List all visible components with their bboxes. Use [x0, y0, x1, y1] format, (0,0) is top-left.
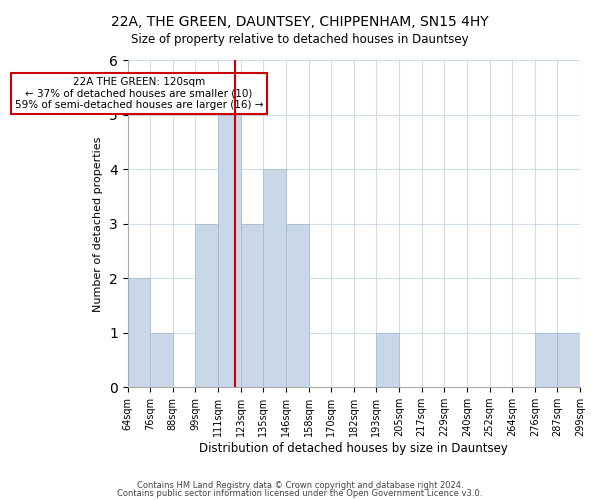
Bar — [535, 333, 557, 387]
Bar — [150, 333, 173, 387]
Y-axis label: Number of detached properties: Number of detached properties — [94, 136, 103, 312]
Text: Contains public sector information licensed under the Open Government Licence v3: Contains public sector information licen… — [118, 488, 482, 498]
Bar — [128, 278, 150, 387]
Bar — [557, 333, 580, 387]
Text: Contains HM Land Registry data © Crown copyright and database right 2024.: Contains HM Land Registry data © Crown c… — [137, 481, 463, 490]
Text: 22A, THE GREEN, DAUNTSEY, CHIPPENHAM, SN15 4HY: 22A, THE GREEN, DAUNTSEY, CHIPPENHAM, SN… — [111, 15, 489, 29]
Bar — [218, 115, 241, 387]
Bar — [286, 224, 308, 387]
X-axis label: Distribution of detached houses by size in Dauntsey: Distribution of detached houses by size … — [199, 442, 508, 455]
Bar — [376, 333, 399, 387]
Text: 22A THE GREEN: 120sqm
← 37% of detached houses are smaller (10)
59% of semi-deta: 22A THE GREEN: 120sqm ← 37% of detached … — [14, 77, 263, 110]
Text: Size of property relative to detached houses in Dauntsey: Size of property relative to detached ho… — [131, 32, 469, 46]
Bar — [196, 224, 218, 387]
Bar — [263, 170, 286, 387]
Bar — [241, 224, 263, 387]
